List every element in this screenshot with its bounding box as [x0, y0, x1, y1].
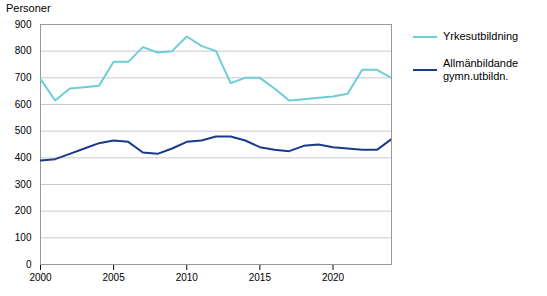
svg-text:500: 500	[15, 125, 32, 136]
svg-text:0: 0	[26, 259, 32, 270]
svg-text:200: 200	[15, 205, 32, 216]
svg-text:2020: 2020	[322, 272, 345, 283]
html-text:Personer: Personer	[6, 2, 51, 14]
svg-text:700: 700	[15, 72, 32, 83]
svg-text:100: 100	[15, 232, 32, 243]
svg-text:400: 400	[15, 152, 32, 163]
svg-text:2000: 2000	[29, 272, 52, 283]
svg-text:600: 600	[15, 99, 32, 110]
html-text:Yrkesutbildning: Yrkesutbildning	[443, 30, 519, 42]
svg-text:900: 900	[15, 19, 32, 30]
svg-text:2005: 2005	[103, 272, 126, 283]
html-text:Allmänbildande gymn.utbildn.: Allmänbildande gymn.utbildn.	[443, 57, 519, 82]
svg-text:2010: 2010	[176, 272, 199, 283]
svg-text:2015: 2015	[249, 272, 272, 283]
svg-text:300: 300	[15, 179, 32, 190]
svg-text:800: 800	[15, 45, 32, 56]
